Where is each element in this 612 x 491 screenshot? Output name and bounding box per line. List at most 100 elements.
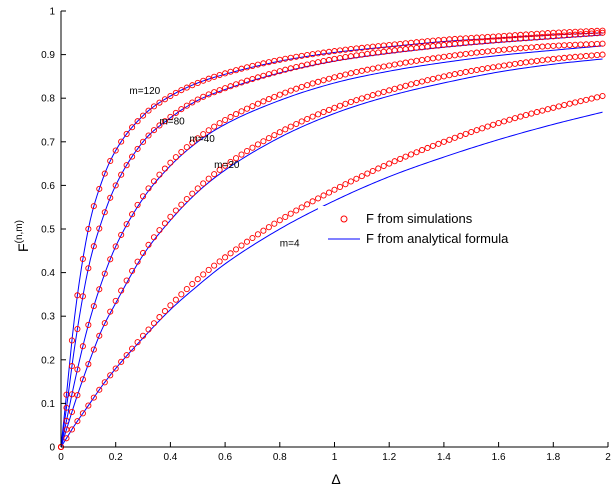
simulation-point	[353, 175, 360, 182]
simulation-point	[380, 88, 387, 95]
simulation-point	[369, 167, 376, 175]
simulation-point	[315, 78, 322, 85]
simulation-point	[298, 62, 305, 69]
simulation-point	[238, 151, 245, 158]
y-tick-label: 0.2	[41, 355, 55, 366]
simulation-point	[506, 116, 513, 123]
simulation-point	[402, 82, 409, 89]
simulation-point	[594, 94, 601, 101]
simulation-point	[583, 96, 590, 103]
simulation-point	[123, 352, 130, 359]
simulation-point	[134, 258, 141, 265]
simulation-point	[282, 213, 289, 220]
simulation-point	[331, 104, 338, 111]
simulation-point	[271, 69, 278, 76]
curve-label: m=40	[190, 134, 216, 145]
y-tick-label: 0.8	[41, 94, 55, 105]
y-tick-label: 0.7	[41, 137, 55, 148]
simulation-point	[325, 189, 333, 196]
simulation-point	[189, 99, 196, 106]
simulation-point	[347, 98, 354, 105]
simulation-point	[342, 100, 349, 107]
simulation-point	[238, 79, 245, 86]
simulation-point	[304, 201, 311, 208]
simulation-point	[172, 89, 179, 96]
simulation-point	[200, 180, 207, 187]
simulation-point	[139, 332, 147, 339]
simulation-point	[189, 82, 196, 89]
simulation-point	[211, 171, 218, 178]
simulation-point	[287, 65, 294, 72]
simulation-point	[216, 71, 223, 79]
simulation-point	[194, 96, 201, 103]
simulation-point	[293, 120, 300, 128]
simulation-point	[90, 346, 97, 353]
simulation-point	[293, 63, 300, 71]
simulation-point	[205, 91, 212, 98]
simulation-point	[118, 287, 125, 294]
legend-label-simulations: F from simulations	[366, 211, 473, 226]
simulation-point	[276, 56, 283, 63]
simulation-point	[183, 84, 190, 91]
simulation-point	[287, 87, 294, 94]
series-m-4	[57, 92, 606, 451]
simulation-point	[331, 186, 338, 193]
simulation-point	[96, 332, 103, 339]
legend-marker-simulations	[340, 215, 348, 223]
simulation-point	[243, 105, 251, 112]
simulation-point	[265, 135, 272, 142]
simulation-point	[380, 162, 387, 170]
simulation-point	[74, 418, 81, 425]
simulation-point	[107, 308, 114, 315]
simulation-point	[216, 87, 223, 94]
simulation-point	[347, 178, 354, 185]
simulation-point	[402, 153, 409, 160]
simulation-point	[85, 402, 92, 409]
simulation-point	[107, 372, 114, 379]
simulation-point	[336, 183, 344, 190]
simulation-point	[85, 265, 92, 272]
series-m-20	[57, 51, 606, 451]
simulation-point	[304, 115, 311, 123]
simulation-point	[68, 337, 75, 344]
simulation-point	[205, 175, 212, 182]
simulation-point	[172, 154, 179, 161]
simulation-point	[183, 102, 190, 109]
curve-label: m=80	[159, 116, 185, 127]
simulation-point	[161, 220, 168, 227]
simulation-point	[418, 147, 426, 154]
simulation-point	[501, 118, 508, 125]
simulation-point	[205, 266, 212, 274]
simulation-point	[397, 84, 404, 91]
simulation-point	[276, 91, 283, 98]
y-tick-label: 0.1	[41, 399, 55, 410]
simulation-point	[260, 60, 267, 67]
simulation-point	[178, 87, 185, 94]
simulation-point	[353, 97, 360, 104]
simulation-point	[216, 166, 223, 173]
simulation-point	[112, 243, 119, 250]
simulation-point	[118, 138, 125, 145]
simulation-point	[309, 60, 316, 67]
simulation-point	[68, 363, 75, 370]
simulation-point	[599, 29, 606, 36]
simulation-point	[112, 182, 119, 189]
simulation-point	[211, 123, 218, 130]
simulation-point	[424, 77, 431, 84]
simulation-point	[331, 74, 338, 81]
y-axis-label-superscript: (n,m)	[14, 220, 25, 243]
simulation-point	[254, 61, 261, 68]
simulation-point	[320, 58, 327, 65]
simulation-point	[468, 128, 475, 136]
simulation-point	[260, 138, 267, 145]
legend: F from simulations F from analytical for…	[318, 206, 568, 252]
x-tick-label: 1.6	[492, 452, 506, 463]
simulation-point	[528, 110, 535, 117]
simulation-point	[386, 87, 393, 94]
simulation-point	[178, 106, 185, 113]
simulation-point	[167, 213, 174, 220]
simulation-point	[139, 138, 147, 145]
plot-area	[57, 27, 606, 451]
simulation-point	[145, 132, 152, 139]
simulation-point	[358, 67, 365, 74]
